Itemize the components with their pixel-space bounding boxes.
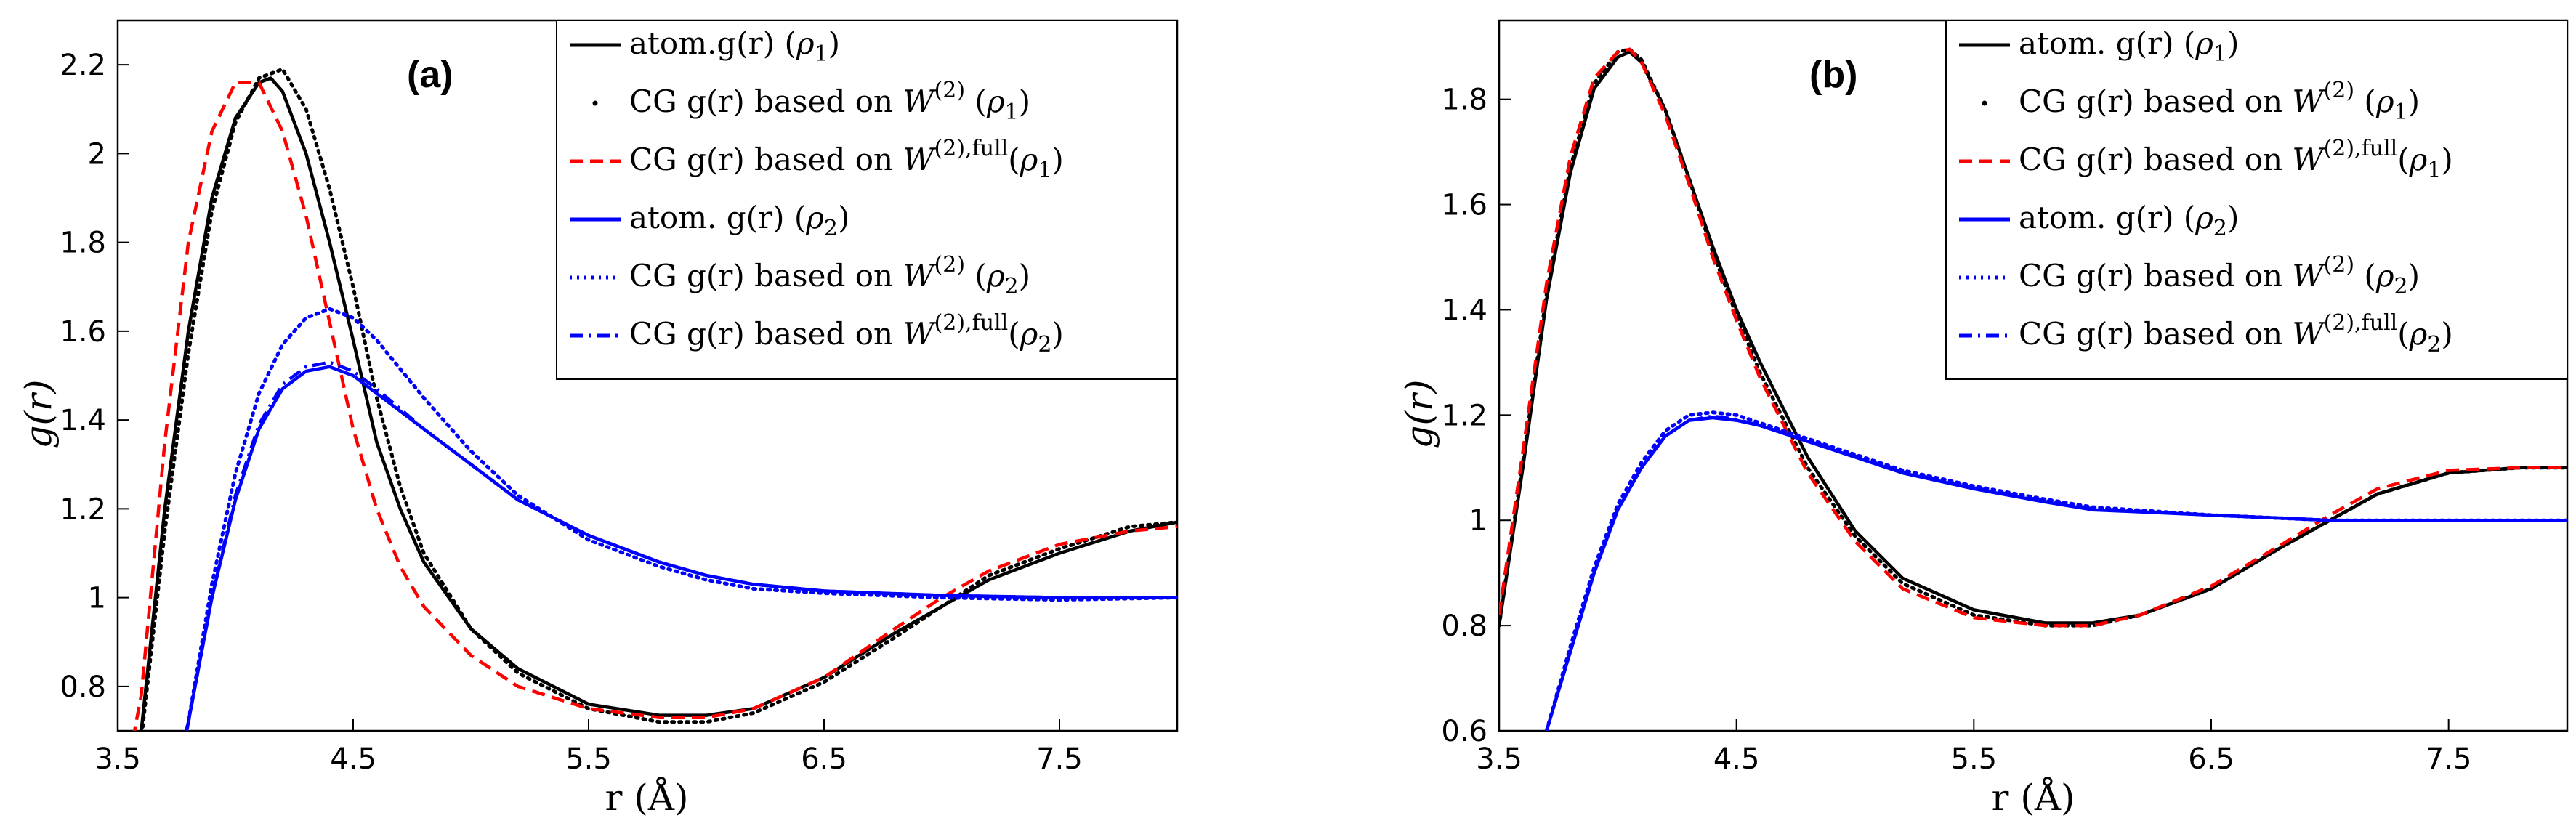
panel-a-y-tick-label: 2 [88,137,106,171]
panel-a-series-2 [140,67,1177,731]
panel-a-y-tick-label: 1 [88,582,106,615]
panel-b-label: (b) [1809,54,1857,96]
panel-a-legend-entry: CG g(r) based on W(2) (ρ1) [629,78,1030,125]
panel-a-x-axis-label: r (Å) [605,776,689,819]
panel-b-legend-entry: atom. g(r) (ρ1) [2019,25,2239,67]
panel-a-x-tick-label: 3.5 [94,742,141,776]
panel-a-legend-entry: atom. g(r) (ρ2) [629,200,849,241]
panel-a-legend-entry: CG g(r) based on W(2),full(ρ1) [629,136,1064,183]
panel-b-y-tick-label: 1.8 [1441,84,1487,117]
panel-b-x-tick-label: 5.5 [1951,742,1998,776]
panel-a-legend-swatch [592,100,598,106]
panel-a-legend-entry: CG g(r) based on W(2),full(ρ2) [629,310,1064,357]
panel-b-series-3 [1499,47,2567,628]
panel-a-y-tick-label: 2.2 [60,49,106,82]
panel-a-x-tick-label: 7.5 [1036,742,1083,776]
panel-a-series-1 [140,76,1177,731]
panel-a-x-tick-label: 4.5 [330,742,376,776]
panel-b-x-axis-label: r (Å) [1992,776,2075,819]
panel-b-legend-box [1945,20,2568,380]
panel-a-legend-box [556,20,1178,380]
panel-b-series-5 [1544,410,2567,731]
panel-a-y-axis-label: g(r) [17,380,60,449]
panel-a-series-5 [185,307,1177,731]
panel-b-x-tick-label: 7.5 [2426,742,2472,776]
panel-a-y-tick-label: 0.8 [60,671,106,704]
panel-b-y-tick-label: 0.8 [1441,610,1487,643]
panel-b-x-tick-label: 4.5 [1713,742,1760,776]
panel-b-y-tick-label: 1.2 [1441,399,1487,432]
panel-a-label: (a) [407,54,453,96]
panel-a-y-tick-label: 1.8 [60,227,106,260]
panel-b-legend: atom. g(r) (ρ1) CG g(r) based on W(2) (ρ1… [1945,20,2568,380]
panel-b-series-2 [1499,47,2567,628]
panel-a: 3.5 4.5 5.5 6.5 7.50.811.21.41.61.822.2 (a) … [17,19,1179,819]
panel-b-y-axis-label: g(r) [1398,380,1440,449]
panel-a-legend-entry: atom.g(r) (ρ1) [629,25,840,67]
panel-b-y-tick-label: 0.6 [1441,715,1487,748]
panel-b-legend-entry: CG g(r) based on W(2) (ρ2) [2019,252,2420,299]
panel-a-y-axis-label-text: g(r) [17,380,60,449]
panel-a-legend-entry: CG g(r) based on W(2) (ρ2) [629,252,1030,299]
panel-a-y-tick-label: 1.6 [60,315,106,349]
panel-a-y-tick-label: 1.4 [60,404,106,437]
panel-b-legend-entry: CG g(r) based on W(2),full(ρ2) [2019,310,2453,357]
panel-a-legend: atom.g(r) (ρ1) CG g(r) based on W(2) (ρ1)… [556,20,1178,380]
panel-b-series-6 [1545,414,2567,731]
panel-a-series-3 [132,81,1177,731]
panel-a-series-6 [185,360,1177,731]
panel-b-x-tick-label: 3.5 [1476,742,1522,776]
panel-b-y-tick-label: 1.6 [1441,189,1487,222]
panel-b-legend-entry: CG g(r) based on W(2) (ρ1) [2019,78,2420,125]
panel-b-y-tick-label: 1.4 [1441,293,1487,327]
panel-b-y-tick-label: 1 [1469,504,1487,538]
panel-b-y-axis-label-text: g(r) [1398,380,1440,449]
panel-a-x-tick-label: 6.5 [801,742,847,776]
panel-a-y-tick-label: 1.2 [60,493,106,526]
panel-b-series-4 [1545,416,2567,731]
panel-b: 3.5 4.5 5.5 6.5 7.5 0.6 0.8 1 1.2 1.4 1.6 1.8 (b) g… [1398,19,2569,819]
panel-b-legend-swatch [1982,100,1987,106]
panel-a-x-tick-label: 5.5 [565,742,612,776]
panel-b-x-tick-label: 6.5 [2188,742,2234,776]
panel-b-legend-entry: atom. g(r) (ρ2) [2019,200,2239,241]
panel-b-legend-entry: CG g(r) based on W(2),full(ρ1) [2019,136,2453,183]
